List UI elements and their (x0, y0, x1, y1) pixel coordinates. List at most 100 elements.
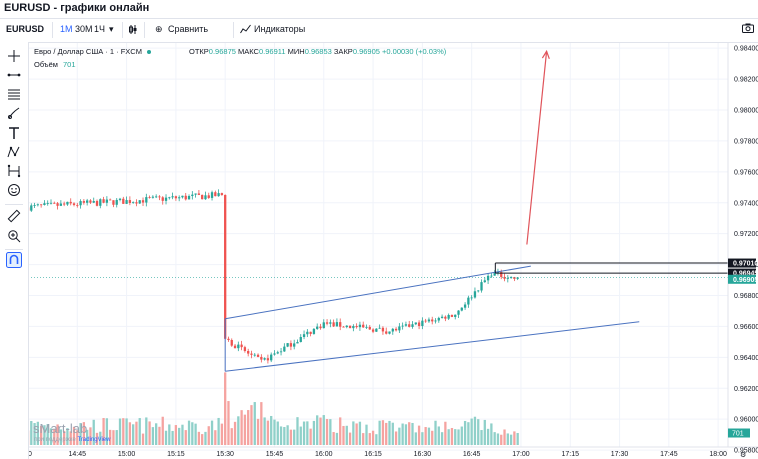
volume-bar (79, 423, 82, 445)
volume-bar (82, 422, 86, 445)
candle-body (276, 352, 279, 354)
chart-legend[interactable]: Евро / Доллар США · 1 · FXCM (34, 47, 152, 56)
window-titlebar: EURUSD - графики онлайн (0, 0, 758, 18)
interval-30m-button[interactable]: 30M (75, 24, 93, 34)
zoom-icon[interactable] (7, 229, 21, 243)
volume-bar (53, 428, 56, 445)
price-tick-label: 0.96400 (734, 355, 758, 362)
candle-body (141, 200, 145, 203)
candle-body (381, 327, 385, 332)
emoji-icon[interactable] (7, 183, 21, 197)
volume-bar (299, 426, 302, 445)
volume-bar (207, 426, 210, 445)
price-axis[interactable]: 0.98400 0.98200 0.98000 0.97800 0.97600 0.974… (727, 42, 758, 455)
volume-bar (444, 421, 447, 445)
volume-bar (411, 422, 414, 445)
candle-body (440, 316, 444, 318)
trend-line-icon[interactable] (7, 68, 21, 82)
candle-body (138, 200, 141, 204)
low-value: 0.96853 (304, 47, 332, 56)
candle-body (286, 343, 289, 347)
indicators-icon[interactable] (240, 24, 251, 36)
time-tick-label: 15:15 (167, 451, 185, 458)
text-tool-icon[interactable] (7, 126, 21, 140)
candle-body (467, 297, 470, 305)
candle-body (500, 272, 503, 277)
compare-icon[interactable]: ⊕ (155, 24, 163, 34)
volume-bar (214, 430, 217, 445)
time-tick-label: 16:00 (315, 451, 333, 458)
volume-bar (237, 416, 240, 445)
candle-body (168, 197, 171, 199)
volume-bar (168, 424, 171, 445)
candle-body (401, 325, 404, 327)
volume-bar (201, 434, 204, 445)
interval-1m-button[interactable]: 1M (60, 24, 73, 34)
volume-bar (72, 426, 76, 445)
fib-retracement-icon[interactable] (7, 87, 21, 101)
candle-body (319, 326, 322, 329)
volume-bar (316, 415, 319, 445)
crosshair-icon[interactable] (7, 49, 21, 63)
volume-bar (197, 431, 201, 445)
toolbar-divider (5, 204, 23, 205)
volume-bar (513, 431, 516, 445)
volume-bar (230, 428, 233, 445)
pattern-icon[interactable] (7, 145, 21, 159)
volume-bar (174, 425, 178, 445)
candle-body (293, 343, 296, 347)
candle-body (240, 344, 243, 348)
volume-bar (332, 432, 335, 445)
time-tick-label: 14:45 (69, 451, 87, 458)
magnet-icon[interactable] (6, 252, 22, 268)
ruler-icon[interactable] (7, 209, 21, 223)
candle-body (424, 320, 427, 322)
candle-body (155, 196, 158, 198)
brush-icon[interactable] (7, 106, 21, 120)
toolbar-divider (233, 22, 234, 38)
time-axis[interactable]: 3014:4515:0015:1515:3015:4516:0016:1516:… (24, 446, 758, 459)
channel-upper-line (225, 265, 531, 320)
candle-body (394, 328, 398, 331)
compare-button[interactable]: Сравнить (168, 24, 209, 34)
volume-bar (440, 432, 444, 445)
candle-body (33, 205, 36, 206)
volume-bar (309, 428, 312, 445)
channel-lower-line (225, 321, 640, 372)
symbol-search-button[interactable]: EURUSD (6, 24, 45, 34)
candle-body (253, 354, 256, 356)
volume-bar (486, 428, 490, 445)
candle-body (329, 322, 332, 324)
interval-dropdown-icon[interactable]: ▾ (109, 24, 114, 34)
volume-bar (109, 429, 112, 445)
toolbar-divider (122, 22, 123, 38)
camera-icon[interactable] (742, 23, 754, 35)
candle-body (427, 319, 431, 322)
candle-body (496, 272, 500, 273)
volume-bar (339, 417, 342, 445)
candle-body (86, 200, 89, 203)
volume-bar (240, 410, 243, 445)
volume-bar (437, 426, 440, 445)
candle-body (256, 354, 260, 357)
indicators-button[interactable]: Индикаторы (254, 24, 306, 34)
candle-body (477, 290, 480, 292)
volume-legend[interactable]: Объём 701 (34, 60, 76, 69)
prediction-icon[interactable] (7, 164, 21, 178)
candle-body (66, 201, 69, 205)
price-label-text: 0.96905 (733, 277, 758, 284)
volume-bar (473, 416, 477, 445)
candle-body (184, 195, 187, 200)
volume-bar (99, 431, 102, 445)
price-tick-label: 0.96200 (734, 386, 758, 393)
candle-body (447, 314, 450, 319)
interval-1h-button[interactable]: 1Ч (94, 24, 106, 34)
chart-style-icon[interactable] (128, 24, 138, 37)
candle-body (92, 201, 95, 203)
volume-bar (220, 423, 224, 445)
drawing-toolbar (0, 42, 29, 459)
close-label: ЗАКР (333, 47, 353, 56)
candle-body (516, 277, 519, 279)
candle-body (434, 320, 437, 322)
